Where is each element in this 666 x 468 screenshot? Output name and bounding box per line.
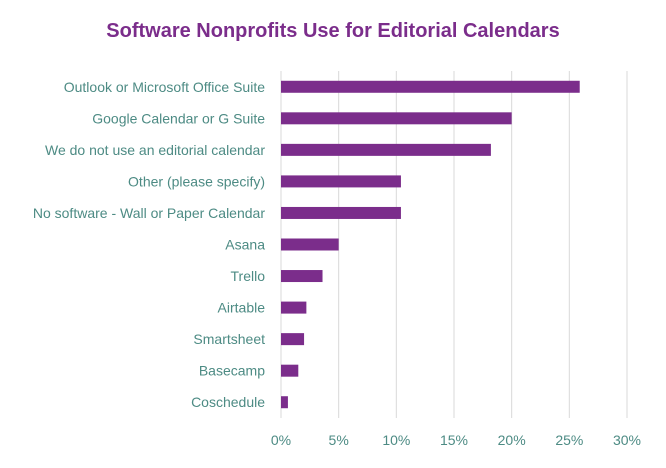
category-label: Coschedule — [191, 394, 265, 410]
category-label: Basecamp — [199, 363, 265, 379]
bar — [281, 238, 339, 251]
bar — [281, 143, 491, 156]
category-label: Other (please specify) — [128, 173, 265, 189]
category-label: Asana — [225, 237, 265, 253]
category-label: Outlook or Microsoft Office Suite — [64, 79, 265, 95]
category-label: Airtable — [218, 300, 266, 316]
x-tick-label: 10% — [382, 432, 410, 448]
bar — [281, 270, 323, 283]
bar — [281, 112, 512, 125]
bar — [281, 333, 305, 346]
category-label: We do not use an editorial calendar — [45, 142, 265, 158]
x-tick-label: 20% — [498, 432, 526, 448]
category-label: No software - Wall or Paper Calendar — [33, 205, 265, 221]
x-tick-label: 15% — [440, 432, 468, 448]
bar — [281, 396, 288, 409]
x-tick-label: 25% — [555, 432, 583, 448]
bar — [281, 175, 401, 188]
x-tick-label: 5% — [329, 432, 349, 448]
bar — [281, 206, 401, 219]
chart-title: Software Nonprofits Use for Editorial Ca… — [106, 20, 560, 42]
bar — [281, 364, 299, 377]
category-label: Smartsheet — [193, 331, 265, 347]
bar — [281, 301, 307, 314]
category-label: Google Calendar or G Suite — [92, 110, 265, 126]
x-tick-label: 0% — [271, 432, 291, 448]
category-label: Trello — [231, 268, 266, 284]
bar — [281, 80, 580, 93]
x-tick-label: 30% — [613, 432, 641, 448]
